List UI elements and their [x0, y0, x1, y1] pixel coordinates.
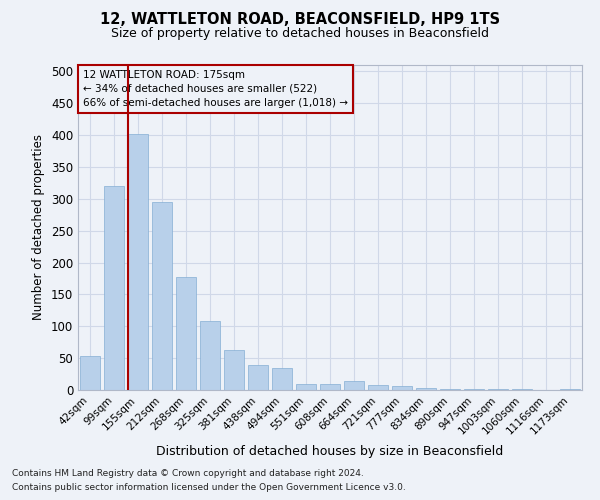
Bar: [152, 202, 172, 390]
Bar: [344, 381, 364, 390]
Bar: [248, 364, 268, 390]
Bar: [80, 356, 100, 390]
Bar: [440, 388, 460, 390]
Bar: [368, 385, 388, 390]
Bar: [560, 388, 580, 390]
Bar: [392, 386, 412, 390]
Text: 12, WATTLETON ROAD, BEACONSFIELD, HP9 1TS: 12, WATTLETON ROAD, BEACONSFIELD, HP9 1T…: [100, 12, 500, 28]
Bar: [176, 277, 196, 390]
X-axis label: Distribution of detached houses by size in Beaconsfield: Distribution of detached houses by size …: [157, 444, 503, 458]
Bar: [104, 186, 124, 390]
Bar: [296, 384, 316, 390]
Bar: [200, 321, 220, 390]
Bar: [224, 350, 244, 390]
Y-axis label: Number of detached properties: Number of detached properties: [32, 134, 46, 320]
Text: Contains HM Land Registry data © Crown copyright and database right 2024.: Contains HM Land Registry data © Crown c…: [12, 468, 364, 477]
Text: 12 WATTLETON ROAD: 175sqm
← 34% of detached houses are smaller (522)
66% of semi: 12 WATTLETON ROAD: 175sqm ← 34% of detac…: [83, 70, 348, 108]
Text: Contains public sector information licensed under the Open Government Licence v3: Contains public sector information licen…: [12, 484, 406, 492]
Bar: [416, 388, 436, 390]
Text: Size of property relative to detached houses in Beaconsfield: Size of property relative to detached ho…: [111, 28, 489, 40]
Bar: [272, 368, 292, 390]
Bar: [128, 134, 148, 390]
Bar: [320, 384, 340, 390]
